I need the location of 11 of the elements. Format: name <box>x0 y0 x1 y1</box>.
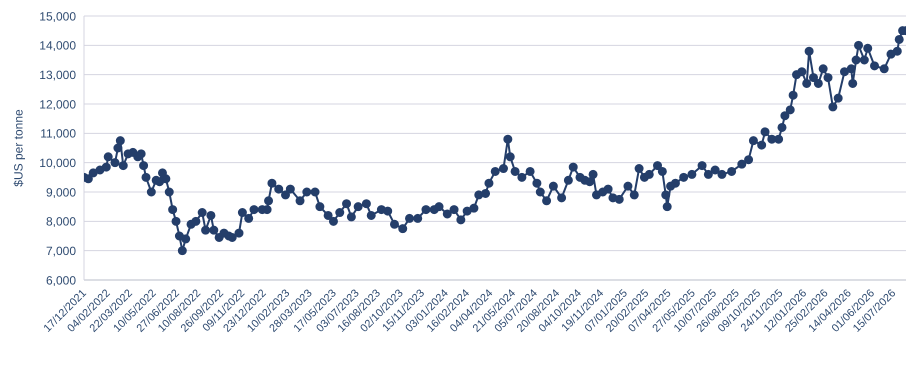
y-tick-label: 12,000 <box>39 97 76 112</box>
y-tick-label: 15,000 <box>39 9 76 24</box>
y-tick-label: 11,000 <box>40 126 76 141</box>
y-tick-label: 9,000 <box>46 185 76 200</box>
y-axis-title: $US per tonne <box>11 108 26 187</box>
y-tick-label: 7,000 <box>46 244 76 258</box>
y-tick-label: 8,000 <box>46 214 76 229</box>
y-tick-label: 14,000 <box>39 38 76 53</box>
y-tick-label: 10,000 <box>39 156 76 170</box>
y-tick-label: 6,000 <box>46 273 76 288</box>
y-tick-label: 13,000 <box>39 68 76 82</box>
